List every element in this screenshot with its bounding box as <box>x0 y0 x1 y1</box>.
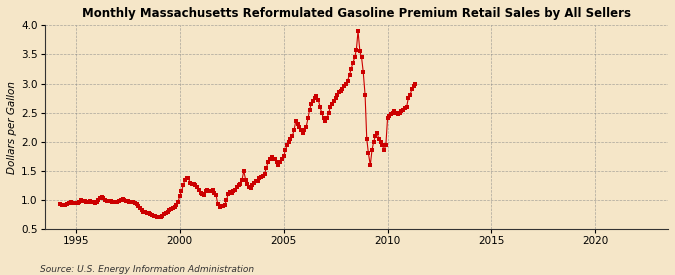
Text: Source: U.S. Energy Information Administration: Source: U.S. Energy Information Administ… <box>40 265 254 274</box>
Title: Monthly Massachusetts Reformulated Gasoline Premium Retail Sales by All Sellers: Monthly Massachusetts Reformulated Gasol… <box>82 7 631 20</box>
Y-axis label: Dollars per Gallon: Dollars per Gallon <box>7 81 17 174</box>
